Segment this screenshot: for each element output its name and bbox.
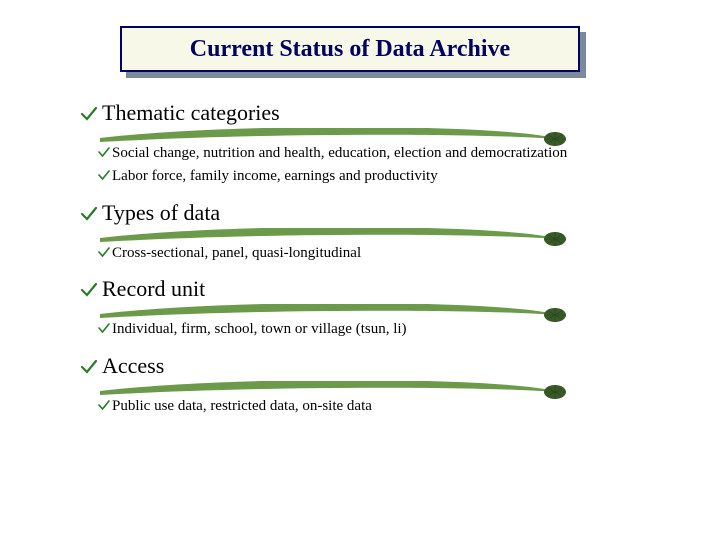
list-item: Cross-sectional, panel, quasi-longitudin…	[112, 244, 680, 263]
list-item: Individual, firm, school, town or villag…	[112, 320, 680, 339]
section-heading: Record unit	[102, 276, 205, 302]
checkmark-icon	[80, 106, 98, 122]
section-access: Access Public use data, restricted data,…	[80, 353, 680, 416]
section-record: Record unit Individual, firm, school, to…	[80, 276, 680, 339]
checkmark-icon	[80, 282, 98, 298]
heading-row: Access	[80, 353, 680, 393]
section-heading: Thematic categories	[102, 100, 280, 126]
heading-row: Thematic categories	[80, 100, 680, 140]
content-area: Thematic categories Social change, nutri…	[80, 100, 680, 430]
list-item: Social change, nutrition and health, edu…	[112, 144, 680, 163]
heading-row: Record unit	[80, 276, 680, 316]
item-text: Cross-sectional, panel, quasi-longitudin…	[112, 245, 361, 261]
checkmark-icon	[80, 206, 98, 222]
item-text: Social change, nutrition and health, edu…	[112, 145, 567, 161]
title-box: Current Status of Data Archive	[120, 26, 580, 72]
item-text: Public use data, restricted data, on-sit…	[112, 398, 372, 414]
checkmark-icon	[98, 323, 110, 334]
section-types: Types of data Cross-sectional, panel, qu…	[80, 200, 680, 263]
item-text: Individual, firm, school, town or villag…	[112, 321, 407, 337]
title-container: Current Status of Data Archive	[120, 26, 580, 72]
checkmark-icon	[80, 359, 98, 375]
slide-title: Current Status of Data Archive	[190, 36, 510, 63]
checkmark-icon	[98, 400, 110, 411]
checkmark-icon	[98, 170, 110, 181]
section-heading: Types of data	[102, 200, 220, 226]
checkmark-icon	[98, 147, 110, 158]
heading-row: Types of data	[80, 200, 680, 240]
list-item: Public use data, restricted data, on-sit…	[112, 397, 680, 416]
list-item: Labor force, family income, earnings and…	[112, 167, 680, 186]
item-text: Labor force, family income, earnings and…	[112, 168, 438, 184]
checkmark-icon	[98, 247, 110, 258]
section-thematic: Thematic categories Social change, nutri…	[80, 100, 680, 186]
section-heading: Access	[102, 353, 164, 379]
